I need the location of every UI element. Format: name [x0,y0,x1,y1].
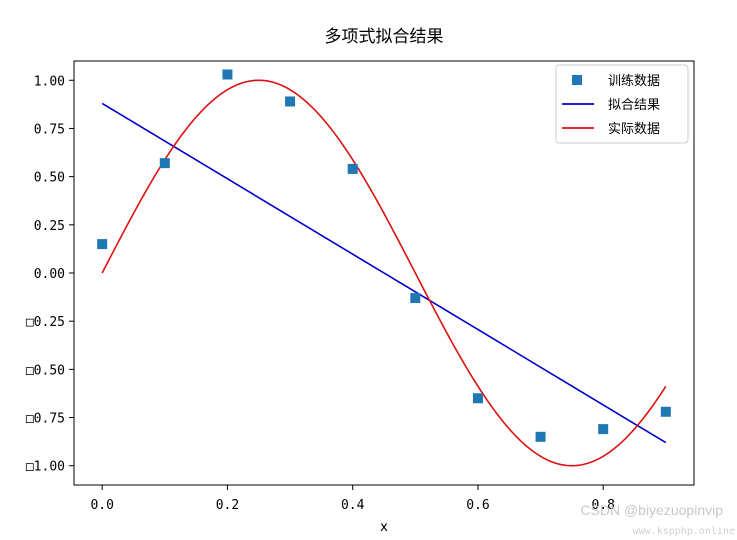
y-tick-label: 0.75 [34,122,65,137]
y-tick-label: □1.00 [26,460,65,475]
x-tick-label: 0.4 [341,498,365,513]
data-point [285,96,296,107]
data-point [598,424,609,435]
series-layer [97,69,671,467]
y-tick-label: 0.50 [34,171,65,186]
y-tick-label: 0.25 [34,219,65,234]
y-tick-label: 0.00 [34,267,65,282]
legend-marker [572,75,582,85]
y-tick-label: □0.50 [26,363,65,378]
y-tick-label: □0.75 [26,412,65,427]
data-point [535,431,546,442]
watermark-url: www.kspphp.online [632,526,735,537]
legend-label: 训练数据 [608,74,660,89]
watermark: CSDN @biyezuopinvip [580,502,723,518]
series-line-fit [101,102,667,444]
data-point [410,293,421,304]
data-point [347,163,358,174]
y-tick-label: □0.25 [26,315,65,330]
data-point [222,69,233,80]
x-axis: 0.0 0.2 0.4 0.6 0.8 [90,485,615,513]
y-axis: 1.00 0.75 0.50 0.25 0.00 □0.25 □0.50 □0.75 □1.00 [26,74,74,475]
x-axis-label: x [380,520,388,535]
data-point [97,239,108,250]
x-tick-label: 0.8 [591,498,614,513]
legend-box [555,64,689,144]
legend-label: 实际数据 [608,122,660,137]
series-line-actual [101,79,667,467]
data-point [159,158,170,169]
x-tick-label: 0.0 [90,498,113,513]
x-tick-label: 0.2 [216,498,239,513]
legend-label: 拟合结果 [608,98,660,113]
data-point [472,393,483,404]
data-point [660,406,671,417]
y-tick-label: 1.00 [34,74,65,89]
chart-title: 多项式拟合结果 [325,27,444,47]
x-tick-label: 0.6 [466,498,489,513]
